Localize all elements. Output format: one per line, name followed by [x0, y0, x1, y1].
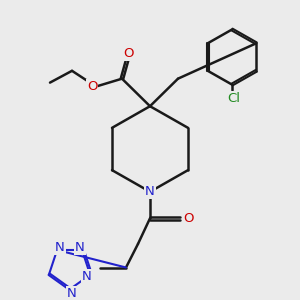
Text: O: O — [183, 212, 193, 225]
Text: N: N — [82, 270, 92, 283]
Text: O: O — [123, 46, 133, 60]
Text: N: N — [67, 286, 77, 300]
Text: N: N — [145, 185, 155, 198]
Text: Cl: Cl — [227, 92, 241, 105]
Text: O: O — [87, 80, 97, 93]
Text: N: N — [55, 241, 65, 254]
Text: N: N — [75, 241, 85, 254]
